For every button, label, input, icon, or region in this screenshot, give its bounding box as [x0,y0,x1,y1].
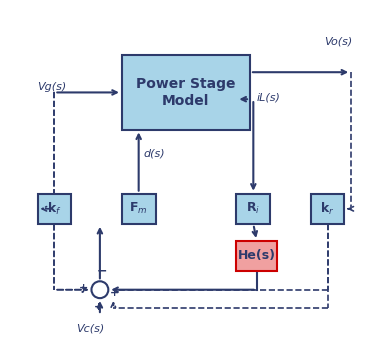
Text: +: + [110,288,119,298]
Text: −: − [96,265,107,278]
FancyBboxPatch shape [38,193,71,224]
Circle shape [91,281,108,298]
Text: +: + [94,302,103,311]
FancyBboxPatch shape [122,55,250,130]
FancyBboxPatch shape [236,193,270,224]
Text: Vg(s): Vg(s) [38,82,67,92]
Text: k$_f$: k$_f$ [47,201,62,217]
FancyBboxPatch shape [310,193,345,224]
Text: +: + [79,283,88,293]
Text: Vo(s): Vo(s) [324,37,352,47]
FancyBboxPatch shape [236,241,277,271]
Text: R$_i$: R$_i$ [246,201,260,216]
Text: Vc(s): Vc(s) [76,323,104,334]
Text: iL(s): iL(s) [257,92,281,102]
FancyBboxPatch shape [122,193,156,224]
Text: F$_m$: F$_m$ [129,201,148,216]
Text: k$_r$: k$_r$ [320,201,335,217]
Text: He(s): He(s) [238,250,276,262]
Text: d(s): d(s) [144,148,165,158]
Text: Power Stage
Model: Power Stage Model [136,77,236,107]
